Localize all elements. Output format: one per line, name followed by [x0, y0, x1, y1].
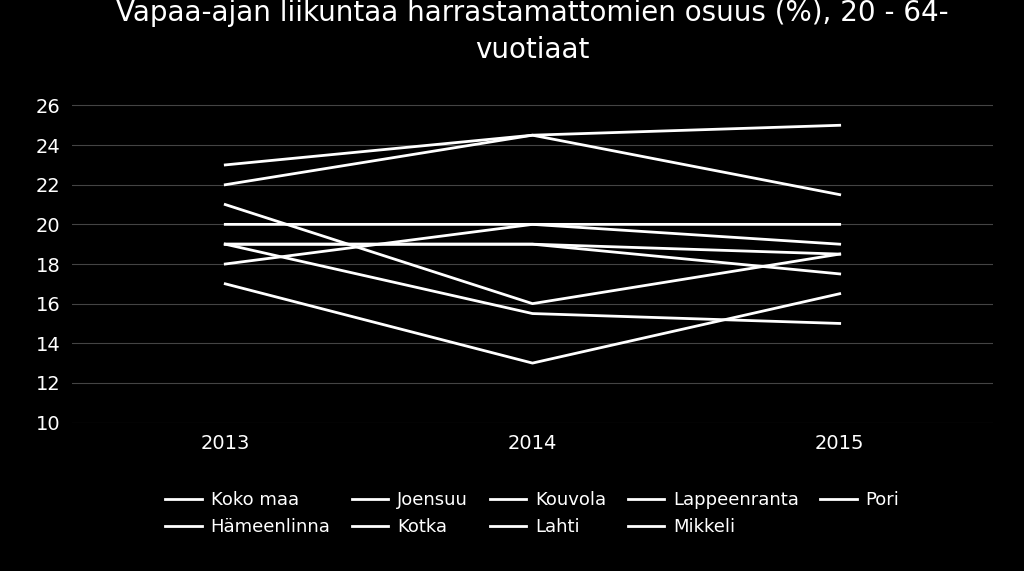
Legend: Koko maa, Hämeenlinna, Joensuu, Kotka, Kouvola, Lahti, Lappeenranta, Mikkeli, Po: Koko maa, Hämeenlinna, Joensuu, Kotka, K…	[157, 482, 908, 545]
Title: Vapaa-ajan liikuntaa harrastamattomien osuus (%), 20 - 64-
vuotiaat: Vapaa-ajan liikuntaa harrastamattomien o…	[116, 0, 949, 64]
